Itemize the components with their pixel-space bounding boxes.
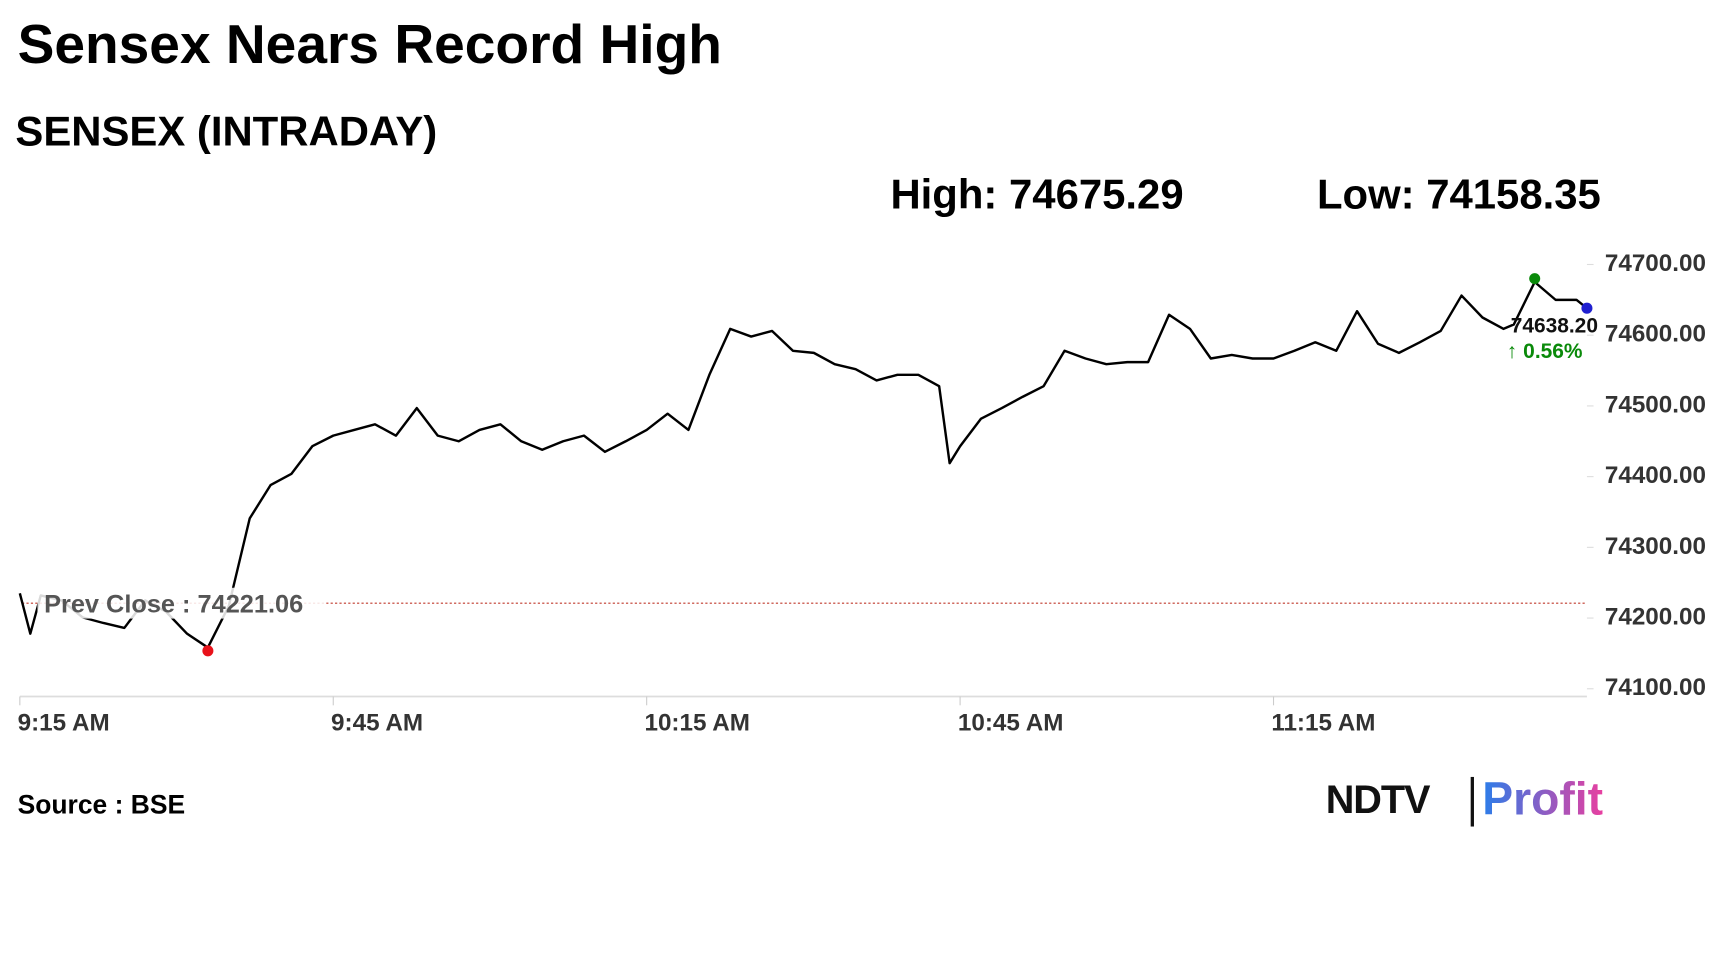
prev-close-label-bg	[37, 587, 327, 619]
last-marker	[1581, 302, 1593, 314]
last-value-label: 74638.20	[1511, 314, 1598, 337]
x-tick-label: 11:15 AM	[1271, 709, 1375, 736]
y-tick-label: 74200.00	[1605, 603, 1706, 630]
high-label: High:	[890, 170, 997, 217]
y-tick-label: 74600.00	[1605, 321, 1706, 348]
high-marker	[1529, 273, 1541, 285]
y-tick-label: 74700.00	[1605, 250, 1706, 277]
x-tick-label: 10:15 AM	[644, 709, 750, 736]
plot: 74100.00 74200.00 74300.00 74400.00 74500.00…	[18, 250, 1706, 737]
y-tick-label: 74300.00	[1605, 533, 1706, 560]
low-value: 74158.35	[1426, 170, 1601, 217]
chart-title: Sensex Nears Record High	[18, 13, 722, 75]
prev-close-label: Prev Close : 74221.06	[44, 590, 303, 618]
high-value: 74675.29	[1009, 170, 1184, 217]
low-annotation: Low: 74158.35	[1317, 170, 1601, 217]
chart-subtitle: SENSEX (INTRADAY)	[15, 108, 437, 155]
price-line	[18, 280, 1588, 649]
y-tick-label: 74400.00	[1605, 462, 1706, 489]
change-label: ↑ 0.56%	[1507, 340, 1583, 363]
x-tick-label: 10:45 AM	[958, 709, 1064, 736]
prev-close-value: 74221.06	[198, 590, 304, 618]
low-marker	[202, 645, 214, 657]
y-tick-label: 74500.00	[1605, 391, 1706, 418]
prev-close-text: Prev Close :	[44, 590, 190, 618]
low-label: Low:	[1317, 170, 1415, 217]
brand: NDTV	[1326, 778, 1431, 822]
brand-sub: Profit	[1482, 773, 1603, 825]
high-annotation: High: 74675.29	[890, 170, 1183, 217]
y-tick-label: 74100.00	[1605, 674, 1706, 701]
x-tick-label: 9:15 AM	[18, 709, 110, 736]
x-tick-label: 9:45 AM	[331, 709, 423, 736]
source: Source : BSE	[18, 790, 185, 820]
